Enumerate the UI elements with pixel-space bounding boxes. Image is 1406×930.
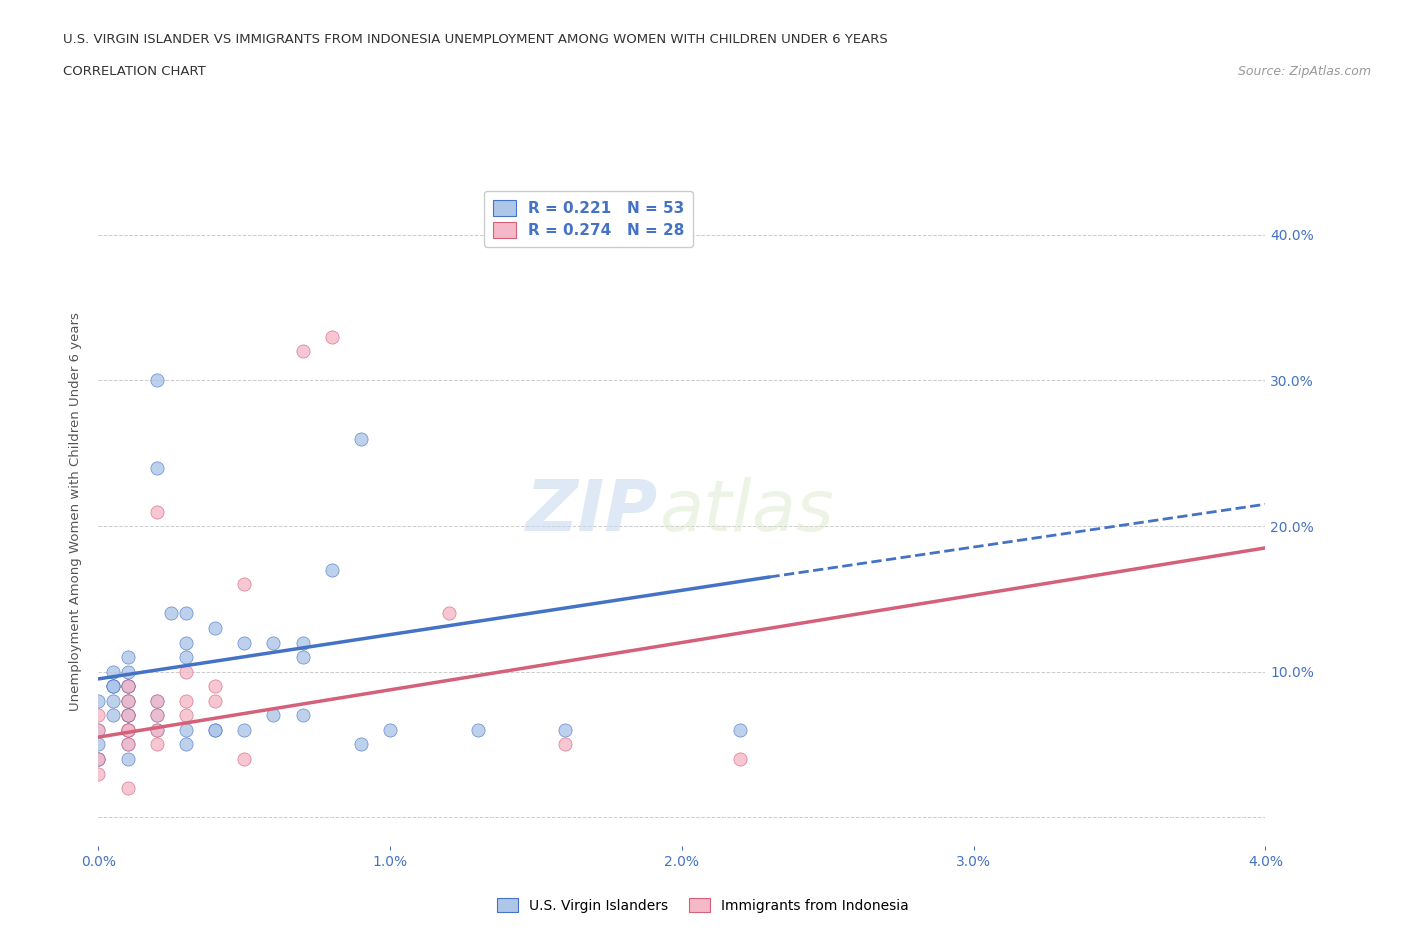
Point bbox=[160, 606, 183, 621]
Point bbox=[146, 708, 169, 723]
Point bbox=[291, 344, 314, 359]
Point bbox=[117, 737, 139, 751]
Point bbox=[146, 708, 169, 723]
Point bbox=[87, 723, 110, 737]
Point bbox=[174, 606, 197, 621]
Point bbox=[117, 679, 139, 694]
Point bbox=[291, 635, 314, 650]
Point bbox=[146, 373, 169, 388]
Text: U.S. VIRGIN ISLANDER VS IMMIGRANTS FROM INDONESIA UNEMPLOYMENT AMONG WOMEN WITH : U.S. VIRGIN ISLANDER VS IMMIGRANTS FROM … bbox=[63, 33, 889, 46]
Point bbox=[117, 693, 139, 708]
Point bbox=[378, 723, 402, 737]
Point bbox=[87, 751, 110, 766]
Point bbox=[87, 751, 110, 766]
Point bbox=[321, 563, 343, 578]
Point bbox=[174, 664, 197, 679]
Point bbox=[233, 751, 256, 766]
Point bbox=[101, 679, 124, 694]
Point bbox=[350, 737, 373, 751]
Point bbox=[117, 708, 139, 723]
Point bbox=[262, 635, 284, 650]
Point bbox=[321, 329, 343, 344]
Point bbox=[233, 723, 256, 737]
Point bbox=[146, 504, 169, 519]
Point bbox=[117, 708, 139, 723]
Point bbox=[204, 723, 226, 737]
Point bbox=[554, 723, 576, 737]
Point bbox=[174, 723, 197, 737]
Point bbox=[291, 650, 314, 665]
Legend: U.S. Virgin Islanders, Immigrants from Indonesia: U.S. Virgin Islanders, Immigrants from I… bbox=[492, 893, 914, 919]
Point bbox=[117, 664, 139, 679]
Text: ZIP: ZIP bbox=[526, 477, 658, 546]
Point bbox=[117, 679, 139, 694]
Point bbox=[146, 460, 169, 475]
Point bbox=[204, 679, 226, 694]
Point bbox=[262, 708, 284, 723]
Point bbox=[117, 723, 139, 737]
Point bbox=[146, 723, 169, 737]
Point bbox=[204, 620, 226, 635]
Y-axis label: Unemployment Among Women with Children Under 6 years: Unemployment Among Women with Children U… bbox=[69, 312, 83, 711]
Point bbox=[101, 708, 124, 723]
Point bbox=[87, 766, 110, 781]
Point bbox=[146, 737, 169, 751]
Point bbox=[87, 737, 110, 751]
Point bbox=[101, 679, 124, 694]
Text: Source: ZipAtlas.com: Source: ZipAtlas.com bbox=[1237, 65, 1371, 78]
Point bbox=[117, 751, 139, 766]
Point bbox=[728, 723, 751, 737]
Point bbox=[146, 693, 169, 708]
Point bbox=[350, 432, 373, 446]
Legend: R = 0.221   N = 53, R = 0.274   N = 28: R = 0.221 N = 53, R = 0.274 N = 28 bbox=[484, 191, 693, 247]
Point bbox=[233, 577, 256, 591]
Point bbox=[101, 693, 124, 708]
Point bbox=[117, 693, 139, 708]
Point bbox=[554, 737, 576, 751]
Point bbox=[174, 737, 197, 751]
Point bbox=[117, 693, 139, 708]
Point bbox=[87, 693, 110, 708]
Point bbox=[174, 708, 197, 723]
Point bbox=[117, 650, 139, 665]
Text: atlas: atlas bbox=[658, 477, 834, 546]
Point bbox=[291, 708, 314, 723]
Point bbox=[204, 723, 226, 737]
Point bbox=[117, 723, 139, 737]
Point bbox=[101, 664, 124, 679]
Point bbox=[146, 723, 169, 737]
Point bbox=[117, 780, 139, 795]
Point bbox=[101, 679, 124, 694]
Point bbox=[233, 635, 256, 650]
Point bbox=[174, 635, 197, 650]
Point bbox=[117, 708, 139, 723]
Point bbox=[174, 693, 197, 708]
Point bbox=[87, 723, 110, 737]
Point bbox=[204, 693, 226, 708]
Text: CORRELATION CHART: CORRELATION CHART bbox=[63, 65, 207, 78]
Point bbox=[728, 751, 751, 766]
Point bbox=[117, 723, 139, 737]
Point bbox=[117, 723, 139, 737]
Point bbox=[87, 751, 110, 766]
Point bbox=[87, 708, 110, 723]
Point bbox=[467, 723, 489, 737]
Point bbox=[146, 693, 169, 708]
Point bbox=[174, 650, 197, 665]
Point bbox=[117, 679, 139, 694]
Point bbox=[117, 737, 139, 751]
Point bbox=[117, 679, 139, 694]
Point bbox=[437, 606, 460, 621]
Point bbox=[117, 708, 139, 723]
